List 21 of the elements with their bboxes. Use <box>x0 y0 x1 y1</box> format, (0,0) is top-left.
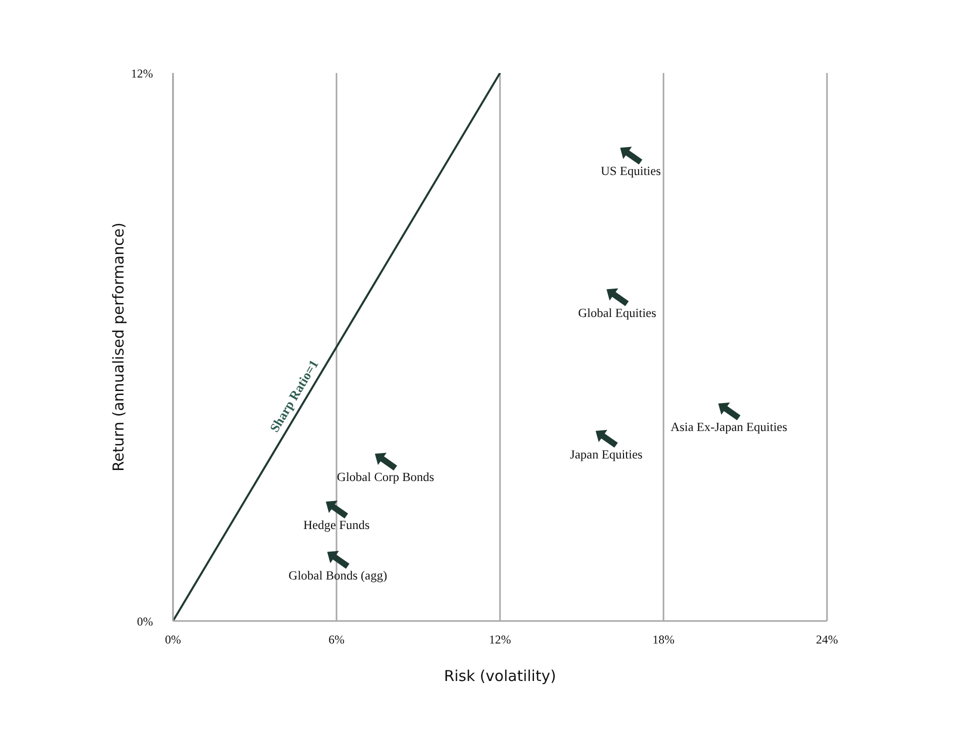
point <box>606 288 629 306</box>
point <box>718 402 740 420</box>
point <box>620 146 642 165</box>
series-label: Global Bonds (agg) <box>288 568 388 582</box>
series-label: Global Equities <box>578 306 656 320</box>
x-tick-label: 6% <box>328 632 344 647</box>
point <box>374 452 398 471</box>
x-tick-label: 0% <box>165 632 181 647</box>
x-tick-label: 24% <box>816 632 838 647</box>
series-label: US Equities <box>600 164 661 178</box>
x-axis-title: Risk (volatility) <box>444 667 556 685</box>
x-tick-label: 18% <box>652 632 674 647</box>
point <box>327 550 350 569</box>
series-label: Hedge Funds <box>303 518 370 532</box>
series-label: Global Corp Bonds <box>336 470 434 484</box>
series-label: Asia Ex-Japan Equities <box>670 420 788 434</box>
point <box>596 430 618 448</box>
y-axis-title: Return (annualised performance) <box>109 222 128 472</box>
x-tick-label: 12% <box>489 632 511 647</box>
point <box>326 500 348 518</box>
series-label: Japan Equities <box>570 447 643 462</box>
